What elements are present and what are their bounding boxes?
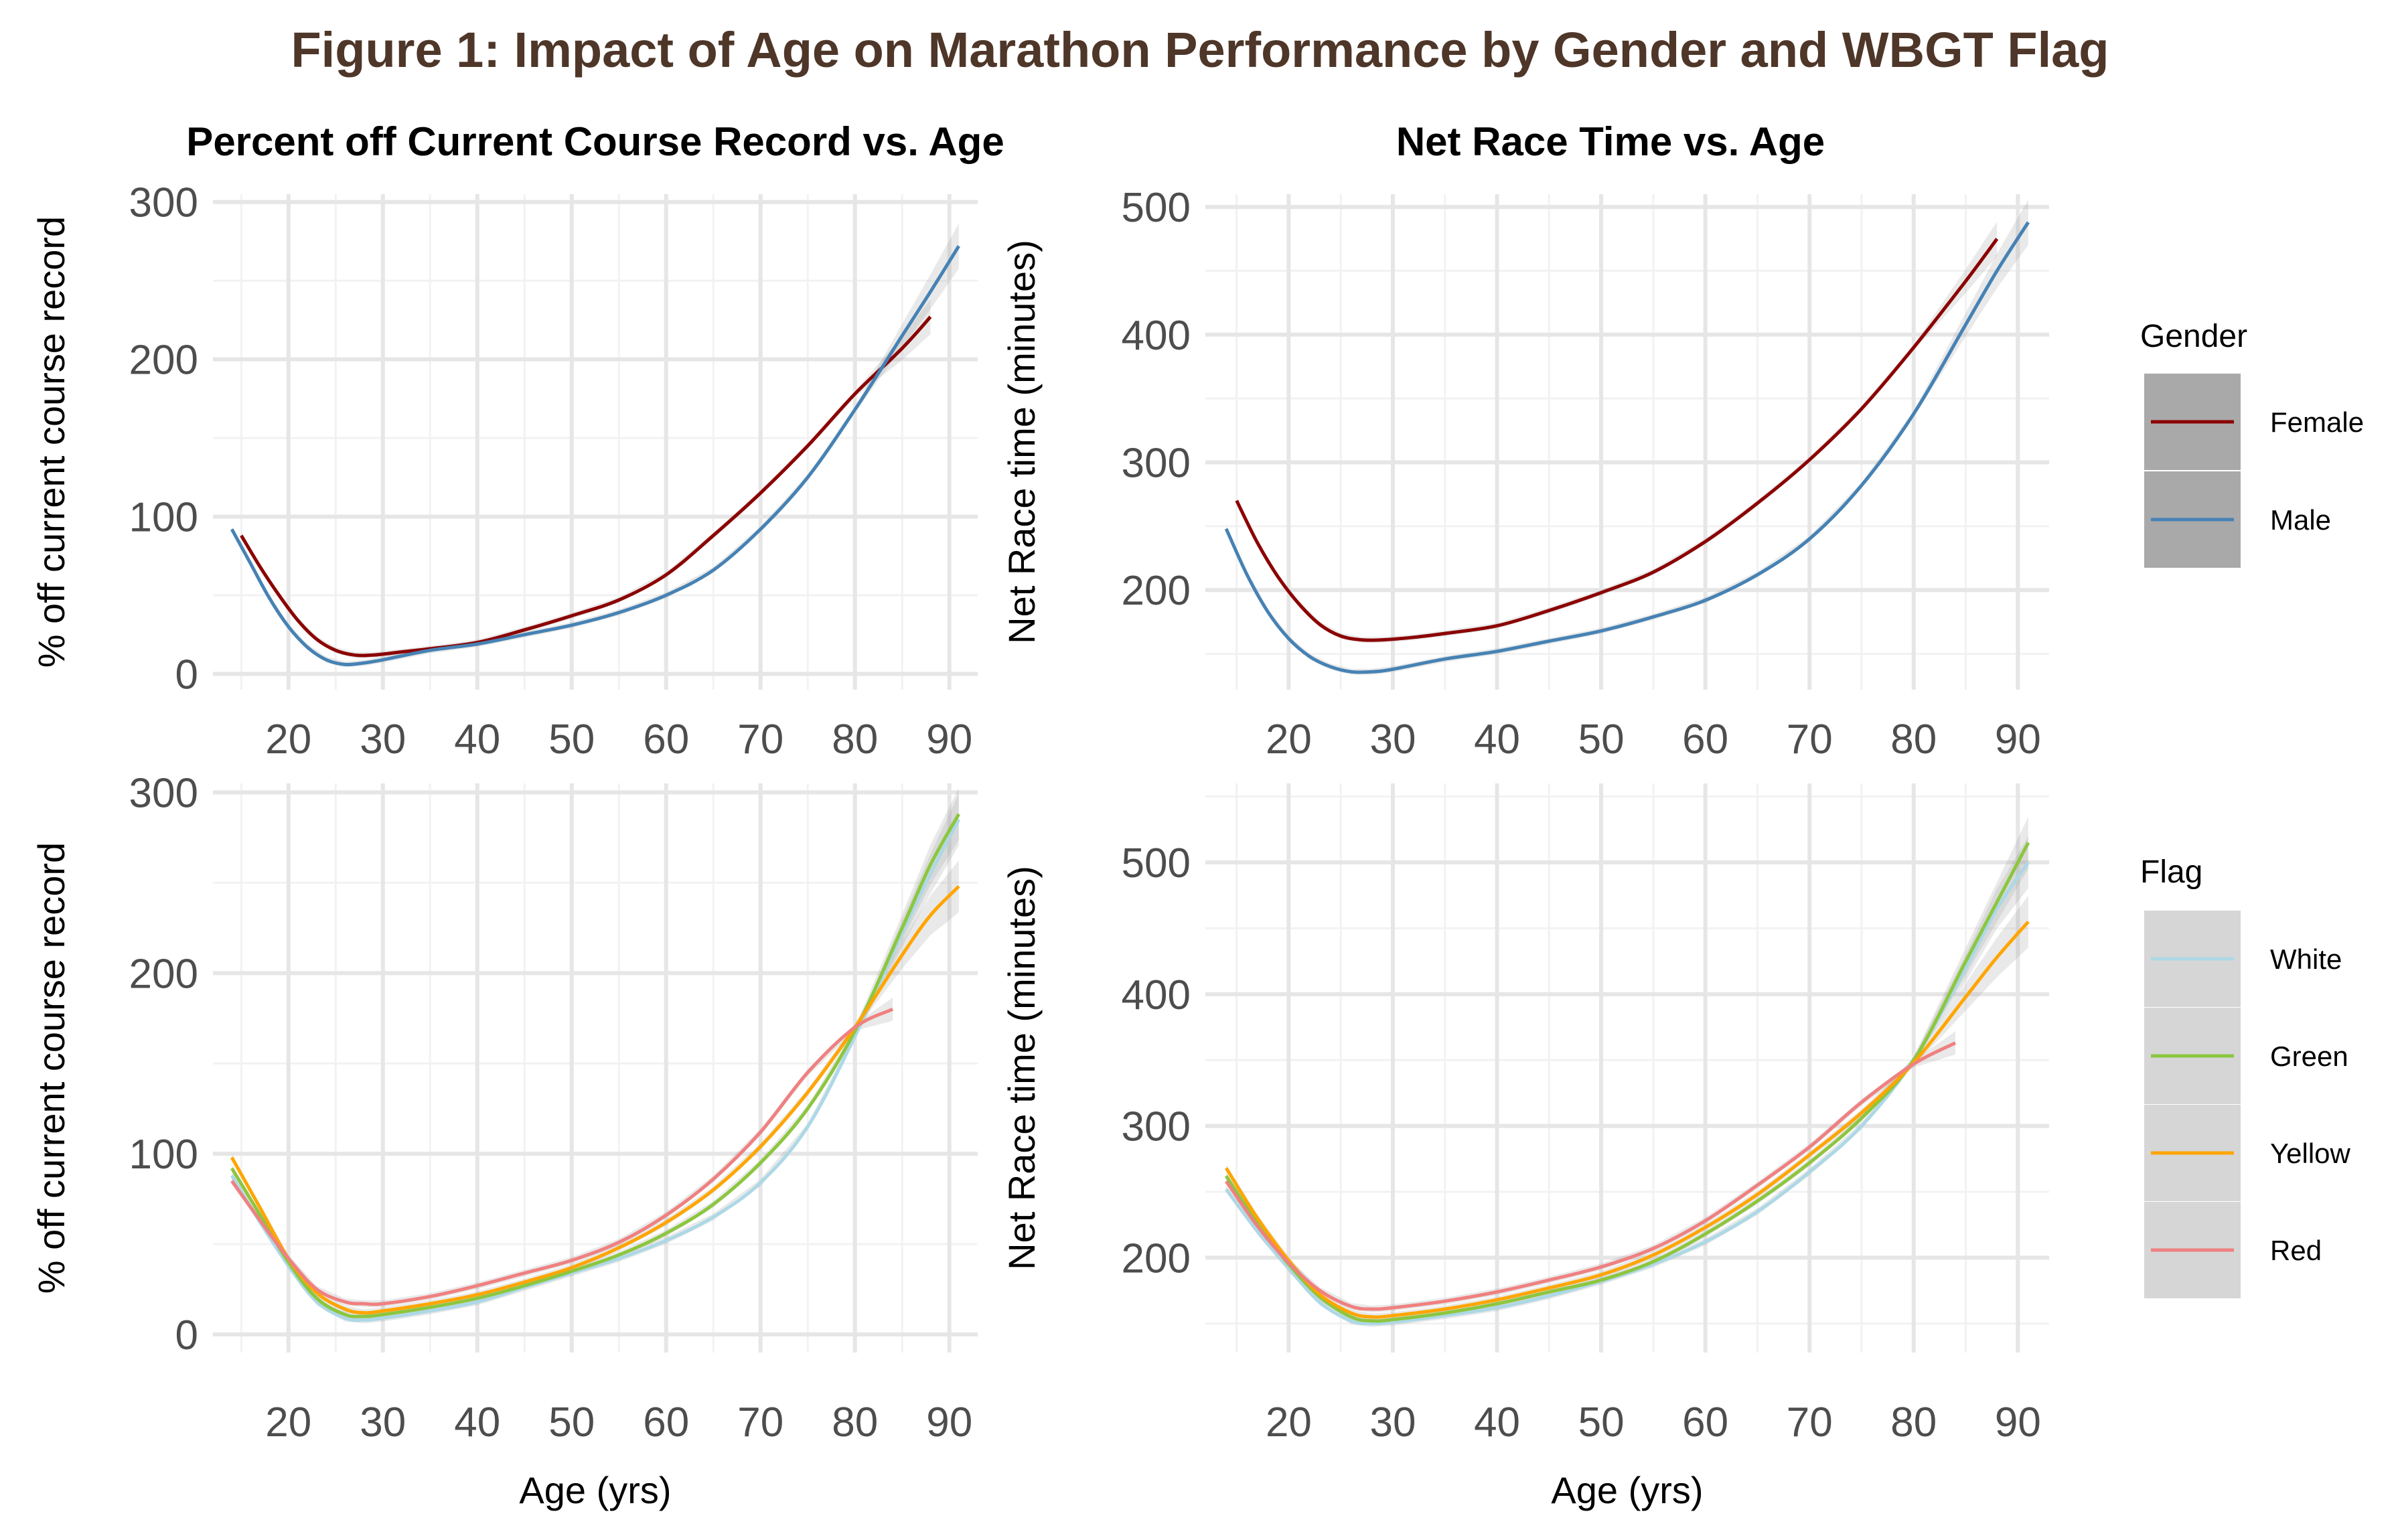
x-tick-label: 40 xyxy=(454,1399,500,1446)
x-tick-label: 90 xyxy=(1995,1399,2041,1446)
series-line-female xyxy=(1235,238,1999,642)
y-axis-title: % off current course record xyxy=(30,216,72,668)
series-line-green xyxy=(1225,842,2030,1323)
x-tick-label: 60 xyxy=(643,716,689,763)
y-tick-label: 200 xyxy=(1122,1235,1191,1282)
y-tick-label: 0 xyxy=(175,1312,198,1359)
x-tick-label: 50 xyxy=(1578,1399,1625,1446)
panel-2: 20 30 40 50 60 70 80 90 200 300 400 500 Net Race Tim… xyxy=(1000,119,2049,763)
x-tick-label: 70 xyxy=(1787,716,1833,763)
x-tick-label: 20 xyxy=(265,1399,311,1446)
x-tick-label: 80 xyxy=(832,716,878,763)
y-tick-label: 400 xyxy=(1122,313,1191,359)
ribbon-green xyxy=(232,788,959,1320)
x-tick-label: 20 xyxy=(265,716,311,763)
y-tick-label: 300 xyxy=(129,770,198,816)
series-line-male xyxy=(230,245,960,667)
figure-title: Figure 1: Impact of Age on Marathon Perf… xyxy=(291,22,2109,78)
x-tick-label: 30 xyxy=(360,1399,406,1446)
x-tick-label: 60 xyxy=(1682,1399,1728,1446)
legend-label: Red xyxy=(2270,1235,2322,1266)
y-axis-title: Net Race time (minutes) xyxy=(1000,240,1043,644)
panel-3: 20 30 40 50 60 70 80 90 0 100 200 300 % off current … xyxy=(30,770,978,1511)
legend-label: Female xyxy=(2270,406,2364,438)
legend-title: Gender xyxy=(2140,319,2247,354)
x-tick-label: 40 xyxy=(454,716,500,763)
legend-flag: Flag White Green Yellow Red xyxy=(2140,854,2351,1298)
y-tick-label: 300 xyxy=(1122,441,1191,487)
ribbon-white xyxy=(1226,836,2028,1327)
x-tick-label: 70 xyxy=(737,716,783,763)
y-tick-label: 100 xyxy=(129,495,198,541)
series-line-red xyxy=(230,1008,894,1306)
x-axis-title: Age (yrs) xyxy=(1551,1469,1703,1511)
ribbon-male xyxy=(232,223,959,668)
legend-title: Flag xyxy=(2140,854,2202,890)
x-tick-label: 50 xyxy=(548,716,595,763)
series-line-male xyxy=(1224,221,2030,674)
x-tick-label: 40 xyxy=(1474,716,1520,763)
y-tick-label: 200 xyxy=(129,337,198,384)
y-axis-title: Net Race time (minutes) xyxy=(1000,866,1043,1270)
legend-label: Yellow xyxy=(2270,1138,2351,1169)
ribbon-female xyxy=(241,299,931,658)
y-axis-title: % off current course record xyxy=(30,842,72,1294)
x-tick-label: 60 xyxy=(1682,716,1728,763)
x-tick-label: 70 xyxy=(737,1399,783,1446)
x-tick-label: 80 xyxy=(1890,1399,1937,1446)
x-tick-label: 90 xyxy=(1995,716,2041,763)
y-tick-label: 500 xyxy=(1122,185,1191,231)
y-tick-label: 200 xyxy=(129,951,198,997)
panel-1: 20 30 40 50 60 70 80 90 0 100 200 300 Percent off Cu… xyxy=(30,119,1004,763)
x-axis-title: Age (yrs) xyxy=(519,1469,671,1511)
series-line-red xyxy=(1225,1041,1957,1311)
series-line-green xyxy=(230,813,960,1318)
x-tick-label: 80 xyxy=(832,1399,878,1446)
y-tick-label: 300 xyxy=(129,180,198,226)
x-tick-label: 80 xyxy=(1890,716,1937,763)
legend-gender: Gender Female Male xyxy=(2140,319,2364,568)
ribbon-female xyxy=(1236,222,1998,643)
ribbon-yellow xyxy=(232,860,959,1316)
x-tick-label: 30 xyxy=(1370,716,1416,763)
x-tick-label: 20 xyxy=(1266,1399,1312,1446)
x-tick-label: 50 xyxy=(1578,716,1625,763)
x-tick-label: 90 xyxy=(926,716,972,763)
legend-label: Male xyxy=(2270,504,2331,536)
x-tick-label: 30 xyxy=(360,716,406,763)
legend-label: White xyxy=(2270,943,2342,975)
panel-4: 20 30 40 50 60 70 80 90 200 300 400 500 Net Race tim… xyxy=(1000,783,2049,1511)
x-tick-label: 20 xyxy=(1266,716,1312,763)
x-tick-label: 90 xyxy=(926,1399,972,1446)
x-tick-label: 30 xyxy=(1370,1399,1416,1446)
y-tick-label: 300 xyxy=(1122,1104,1191,1150)
panel-title: Percent off Current Course Record vs. Ag… xyxy=(186,119,1004,164)
y-tick-label: 400 xyxy=(1122,972,1191,1018)
series-line-female xyxy=(240,315,932,658)
x-tick-label: 50 xyxy=(548,1399,595,1446)
legend-label: Green xyxy=(2270,1041,2348,1072)
x-tick-label: 40 xyxy=(1474,1399,1520,1446)
y-tick-label: 200 xyxy=(1122,568,1191,614)
x-tick-label: 70 xyxy=(1787,1399,1833,1446)
y-tick-label: 500 xyxy=(1122,840,1191,887)
y-tick-label: 100 xyxy=(129,1132,198,1178)
y-tick-label: 0 xyxy=(175,652,198,698)
panel-title: Net Race Time vs. Age xyxy=(1396,119,1825,164)
x-tick-label: 60 xyxy=(643,1399,689,1446)
